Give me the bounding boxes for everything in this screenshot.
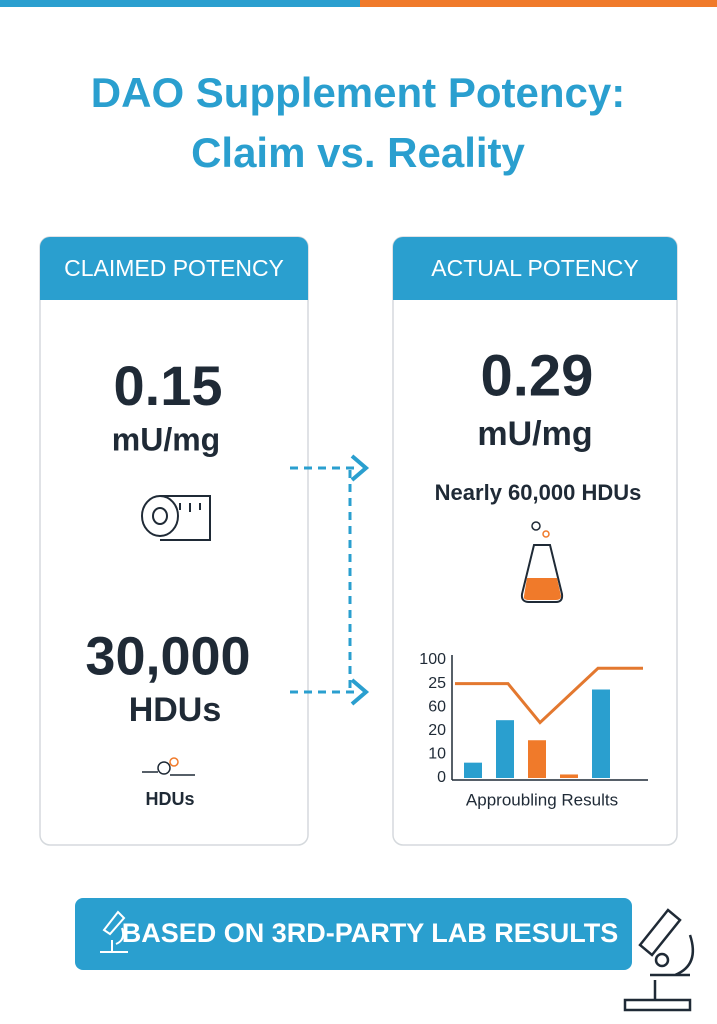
connector-arrows <box>290 454 370 706</box>
claimed-icon-label: HDUs <box>145 789 194 809</box>
claimed-hdu-unit: HDUs <box>129 691 222 729</box>
actual-note: Nearly 60,000 HDUs <box>435 480 642 505</box>
actual-header-bg <box>393 237 677 300</box>
title-line: DAO Supplement Potency: <box>91 69 625 116</box>
mini-tick-label: 100 <box>419 651 446 668</box>
mini-bar <box>592 689 610 778</box>
mini-tick-label: 25 <box>428 675 446 692</box>
claimed-value: 0.15 <box>114 354 223 417</box>
mini-tick-label: 10 <box>428 746 446 763</box>
mini-bar <box>496 720 514 778</box>
claimed-unit: mU/mg <box>112 421 220 457</box>
tape-icon <box>141 495 211 541</box>
banner-bg <box>75 898 632 970</box>
mini-line <box>455 666 643 725</box>
flask-icon <box>520 521 564 603</box>
microscope-icon-large <box>623 908 695 1012</box>
mini-tick-label: 0 <box>437 769 446 786</box>
banner-text: BASED ON 3RD-PARTY LAB RESULTS <box>122 918 619 948</box>
microscope-icon-small <box>100 910 128 953</box>
actual-header: ACTUAL POTENCY <box>431 255 638 281</box>
actual-value: 0.29 <box>481 343 594 408</box>
claimed-header-bg <box>40 237 308 300</box>
mini-bar <box>528 740 546 778</box>
mini-tick-label: 20 <box>428 722 446 739</box>
top-bar-orange <box>360 0 717 7</box>
mini-bar <box>560 774 578 778</box>
top-bar-blue <box>0 0 360 7</box>
mini-tick-label: 60 <box>428 698 446 715</box>
claimed-hdu-value: 30,000 <box>85 626 250 686</box>
actual-unit: mU/mg <box>477 415 592 453</box>
mini-bar <box>464 762 482 778</box>
title-line: Claim vs. Reality <box>191 129 525 176</box>
mini-caption: Approubling Results <box>466 790 618 809</box>
claimed-header: CLAIMED POTENCY <box>64 255 284 281</box>
molecule-icon <box>142 757 195 776</box>
